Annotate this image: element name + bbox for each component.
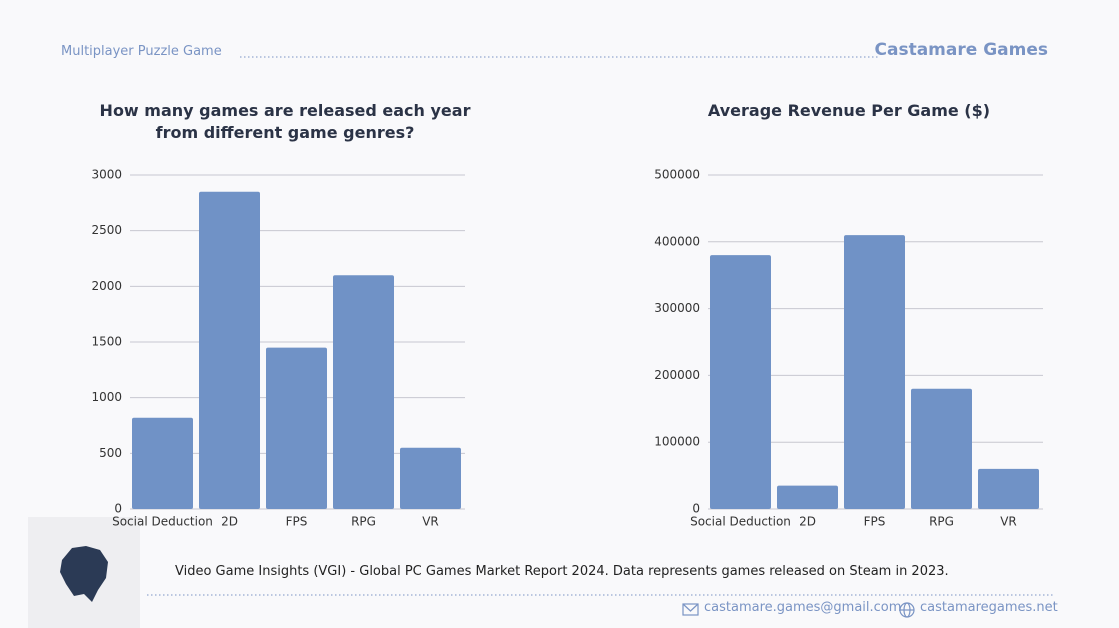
bar [333, 275, 394, 509]
chart-title: How many games are released each year fr… [99, 101, 471, 142]
bar [400, 447, 461, 509]
header-subtitle: Multiplayer Puzzle Game [61, 44, 222, 59]
y-tick-label: 200000 [654, 368, 700, 382]
bar [710, 255, 771, 509]
logo [60, 546, 108, 602]
y-tick-label: 400000 [654, 234, 700, 248]
bar [132, 417, 193, 509]
bar [844, 235, 905, 509]
bar [199, 191, 260, 509]
x-tick-label: VR [1000, 515, 1017, 529]
y-tick-label: 0 [114, 502, 122, 516]
bar [777, 485, 838, 509]
x-tick-label: FPS [286, 515, 308, 529]
chart-title: Average Revenue Per Game ($) [707, 101, 991, 120]
x-tick-label: FPS [864, 515, 886, 529]
y-tick-label: 100000 [654, 435, 700, 449]
y-tick-label: 500 [99, 446, 122, 460]
y-tick-label: 500000 [654, 168, 700, 182]
y-tick-label: 1000 [91, 390, 122, 404]
bar [266, 347, 327, 509]
email-icon [682, 603, 699, 616]
x-tick-label: 2D [221, 515, 238, 529]
website[interactable]: castamaregames.net [920, 600, 1058, 615]
x-tick-label: 2D [799, 515, 816, 529]
y-tick-label: 0 [692, 502, 700, 516]
y-tick-label: 2500 [91, 223, 122, 237]
brand: Castamare Games [874, 40, 1048, 60]
x-tick-label: Social Deduction [112, 515, 213, 529]
y-tick-label: 2000 [91, 279, 122, 293]
source: Video Game Insights (VGI) - Global PC Ga… [175, 564, 949, 579]
x-tick-label: RPG [929, 515, 954, 529]
x-tick-label: VR [422, 515, 439, 529]
email[interactable]: castamare.games@gmail.com [704, 600, 902, 615]
bar [911, 388, 972, 509]
y-tick-label: 1500 [91, 335, 122, 349]
web-icon [899, 602, 915, 618]
x-tick-label: Social Deduction [690, 515, 791, 529]
bar [978, 468, 1039, 509]
y-tick-label: 300000 [654, 301, 700, 315]
x-tick-label: RPG [351, 515, 376, 529]
y-tick-label: 3000 [91, 168, 122, 182]
